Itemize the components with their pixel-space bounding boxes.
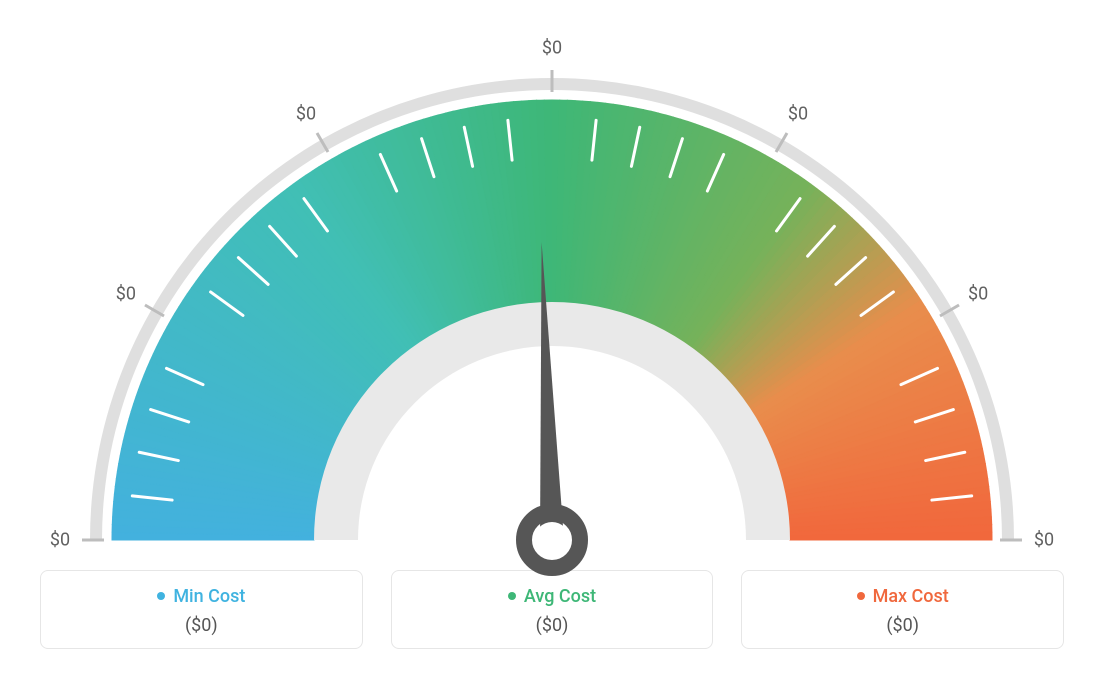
- gauge-tick-label: $0: [1034, 530, 1054, 551]
- legend-label-max: Max Cost: [873, 586, 949, 607]
- legend-dot-avg: [508, 592, 516, 600]
- legend-dot-max: [857, 592, 865, 600]
- gauge-tick-label: $0: [968, 284, 988, 305]
- legend-card-min: Min Cost ($0): [40, 570, 363, 649]
- legend-label-avg: Avg Cost: [524, 586, 596, 607]
- gauge-tick-label: $0: [788, 103, 808, 124]
- legend-value-max: ($0): [752, 615, 1053, 636]
- legend-card-max: Max Cost ($0): [741, 570, 1064, 649]
- legend-row: Min Cost ($0) Avg Cost ($0) Max Cost ($0…: [40, 570, 1064, 649]
- gauge-tick-label: $0: [50, 530, 70, 551]
- legend-title-min: Min Cost: [157, 586, 245, 607]
- legend-card-avg: Avg Cost ($0): [391, 570, 714, 649]
- legend-value-avg: ($0): [402, 615, 703, 636]
- legend-title-max: Max Cost: [857, 586, 949, 607]
- gauge-svg: [40, 20, 1064, 580]
- legend-title-avg: Avg Cost: [508, 586, 596, 607]
- legend-dot-min: [157, 592, 165, 600]
- gauge-tick-label: $0: [116, 284, 136, 305]
- gauge-cost-chart: $0 $0 $0 $0 $0 $0 $0 Min Cost ($0) Avg Cost ($…: [0, 0, 1104, 690]
- gauge-tick-label: $0: [542, 38, 562, 59]
- gauge-tick-label: $0: [296, 103, 316, 124]
- gauge-area: $0 $0 $0 $0 $0 $0 $0: [40, 20, 1064, 580]
- legend-value-min: ($0): [51, 615, 352, 636]
- legend-label-min: Min Cost: [173, 586, 245, 607]
